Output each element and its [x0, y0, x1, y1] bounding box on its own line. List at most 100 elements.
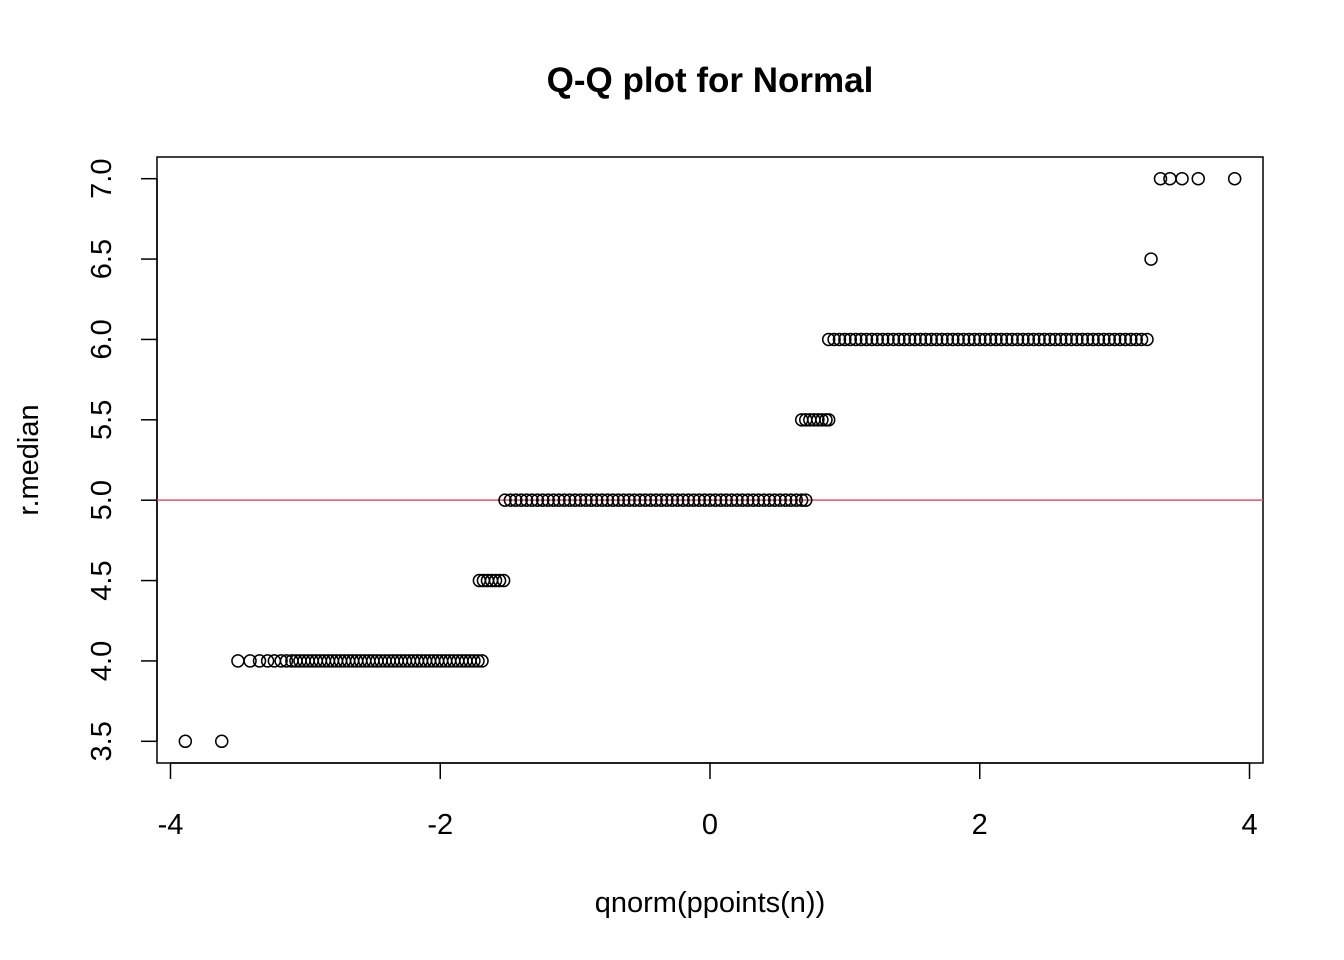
data-point — [741, 493, 755, 507]
data-point — [670, 493, 685, 507]
data-point — [773, 493, 787, 507]
y-tick-label: 7.0 — [86, 159, 118, 199]
y-axis: 3.5 4.0 4.5 5.0 5.5 6.0 6.5 7.0 — [86, 159, 158, 761]
data-point — [530, 493, 545, 507]
data-point — [951, 332, 965, 347]
data-point — [687, 493, 701, 507]
data-point — [924, 332, 938, 347]
data-point — [1032, 332, 1046, 347]
data-point — [1059, 332, 1073, 347]
data-point — [1005, 332, 1019, 347]
data-point — [606, 493, 620, 507]
y-axis-label: r.median — [13, 404, 45, 515]
data-point — [767, 493, 782, 507]
data-point — [509, 493, 523, 507]
data-point — [821, 332, 836, 347]
data-point — [838, 332, 852, 347]
data-point — [913, 332, 928, 347]
data-point — [956, 332, 971, 347]
data-point — [962, 332, 976, 347]
data-point — [827, 332, 841, 347]
data-point — [1134, 332, 1149, 347]
data-point — [859, 332, 874, 347]
data-point — [897, 332, 911, 347]
y-tick-label: 6.5 — [86, 239, 118, 279]
data-point — [214, 734, 229, 749]
data-point — [611, 493, 626, 507]
data-point — [1144, 252, 1158, 266]
x-tick-label: 4 — [1241, 809, 1257, 841]
data-point — [279, 654, 294, 668]
data-point — [730, 493, 744, 507]
data-point — [1227, 171, 1242, 186]
data-point — [881, 332, 895, 347]
data-point — [589, 493, 604, 507]
x-tick-label: -4 — [158, 809, 184, 841]
data-point — [643, 493, 658, 507]
plot-area-frame — [156, 156, 1264, 764]
data-point — [697, 493, 712, 507]
data-point — [600, 493, 615, 507]
data-point — [1016, 332, 1030, 347]
data-point — [703, 493, 717, 507]
data-point — [892, 332, 906, 347]
x-axis-label: qnorm(ppoints(n)) — [595, 887, 825, 919]
data-point — [848, 332, 863, 347]
data-point — [579, 493, 593, 507]
data-point — [735, 493, 750, 507]
data-point — [557, 493, 572, 507]
data-point — [983, 332, 998, 347]
data-point — [724, 493, 739, 507]
data-point — [525, 493, 539, 507]
data-point — [811, 413, 825, 427]
y-tick-label: 6.0 — [86, 319, 118, 359]
data-point — [1153, 171, 1168, 186]
data-point — [832, 332, 847, 347]
data-point — [886, 332, 901, 347]
data-point — [1124, 332, 1138, 347]
data-point — [935, 332, 949, 347]
y-tick-label: 4.0 — [86, 641, 118, 681]
data-points — [178, 171, 1242, 749]
data-point — [919, 332, 933, 347]
data-point — [1129, 332, 1143, 347]
data-point — [633, 493, 647, 507]
data-point — [746, 493, 760, 507]
data-point — [1075, 332, 1090, 347]
data-point — [708, 493, 723, 507]
data-point — [1097, 332, 1111, 347]
data-point — [1010, 332, 1025, 347]
y-tick-label: 5.0 — [86, 480, 118, 520]
data-point — [757, 493, 771, 507]
data-point — [573, 493, 588, 507]
data-point — [260, 654, 275, 668]
data-point — [815, 413, 829, 427]
data-point — [1043, 332, 1057, 347]
data-point — [665, 493, 679, 507]
data-point — [552, 493, 566, 507]
data-point — [1113, 332, 1127, 347]
data-point — [178, 734, 193, 749]
data-point — [649, 493, 663, 507]
data-point — [1037, 332, 1052, 347]
data-point — [1070, 332, 1084, 347]
data-point — [243, 654, 257, 668]
data-point — [778, 493, 793, 507]
data-point — [994, 332, 1009, 347]
data-point — [967, 332, 982, 347]
x-tick-label: 0 — [702, 809, 718, 841]
y-tick-label: 4.5 — [86, 560, 118, 600]
data-point — [1163, 171, 1177, 186]
data-point — [562, 493, 577, 507]
data-point — [1107, 332, 1122, 347]
data-point — [762, 493, 777, 507]
y-tick-label: 5.5 — [86, 400, 118, 440]
data-point — [1080, 332, 1095, 347]
data-point — [498, 493, 512, 507]
data-point — [627, 493, 642, 507]
data-point — [999, 332, 1014, 347]
data-point — [519, 493, 534, 507]
data-point — [865, 332, 879, 347]
data-point — [870, 332, 884, 347]
